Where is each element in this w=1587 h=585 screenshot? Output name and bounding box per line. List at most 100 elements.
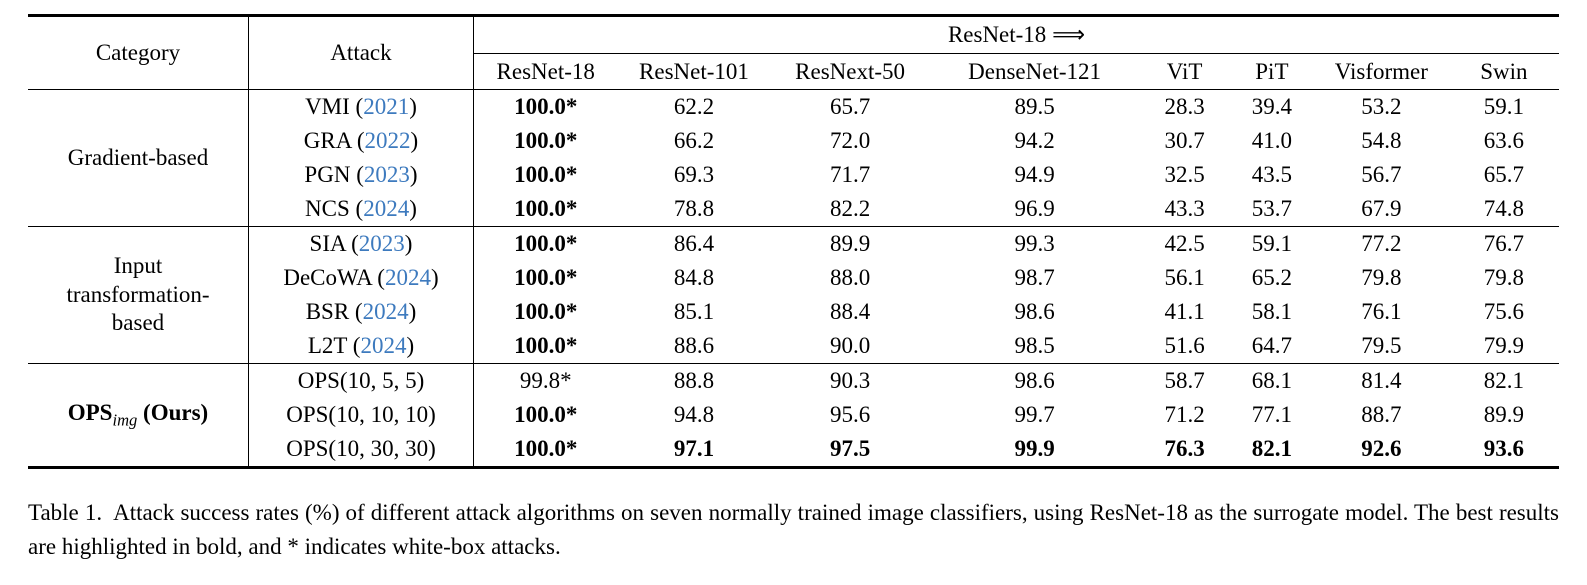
attack-cell: OPS(10, 10, 10) bbox=[248, 398, 475, 432]
value-cell: 76.7 bbox=[1448, 226, 1559, 261]
value-cell: 72.0 bbox=[829, 127, 871, 153]
citation-year-link[interactable]: 2023 bbox=[363, 161, 410, 187]
value-cell: 28.3 bbox=[1139, 89, 1230, 124]
value-cell: 94.2 bbox=[1014, 127, 1055, 153]
value-cell: 99.9 bbox=[1014, 435, 1055, 461]
value-cell: 41.0 bbox=[1251, 127, 1292, 153]
category-cell: Gradient-based bbox=[28, 89, 249, 227]
value-cell: 68.1 bbox=[1229, 363, 1314, 398]
value-cell: 79.5 bbox=[1361, 332, 1402, 358]
value-cell: 100.0* bbox=[514, 298, 578, 324]
table-caption: Table 1. Attack success rates (%) of diff… bbox=[28, 496, 1559, 564]
category-ours-subscript: img bbox=[112, 410, 138, 430]
table-row: NCS (2024) 100.0* 78.8 82.2 96.9 43.3 53.7 67.9… bbox=[28, 192, 1559, 227]
long-right-arrow-icon: ⟹ bbox=[1052, 22, 1086, 48]
value-cell: 59.1 bbox=[1229, 226, 1314, 261]
value-cell: 39.4 bbox=[1229, 89, 1314, 124]
value-cell: 59.1 bbox=[1448, 89, 1559, 124]
value-cell: 96.9 bbox=[1014, 195, 1055, 221]
value-cell: 79.8 bbox=[1483, 264, 1524, 290]
citation-year-link[interactable]: 2021 bbox=[363, 93, 410, 119]
value-cell: 82.1 bbox=[1251, 435, 1292, 461]
value-cell: 88.8 bbox=[617, 363, 771, 398]
table-row: Input transformation-based SIA (2023) 100.0… bbox=[28, 226, 1559, 364]
value-cell: 69.3 bbox=[673, 161, 715, 187]
value-cell: 65.7 bbox=[770, 89, 930, 124]
value-cell: 100.0* bbox=[514, 401, 578, 427]
value-cell: 43.5 bbox=[1251, 161, 1292, 187]
value-cell: 90.0 bbox=[829, 332, 871, 358]
header-row-surrogate: Category Attack ResNet-18 ⟹ bbox=[28, 15, 1559, 90]
value-cell: 88.0 bbox=[829, 264, 871, 290]
value-cell: 100.0* bbox=[514, 195, 578, 221]
value-cell: 75.6 bbox=[1483, 298, 1524, 324]
value-cell: 56.7 bbox=[1361, 161, 1402, 187]
value-cell: 100.0* bbox=[514, 127, 578, 153]
value-cell: 81.4 bbox=[1313, 363, 1449, 398]
value-cell: 100.0* bbox=[514, 264, 578, 290]
attack-cell: SIA (2023) bbox=[248, 226, 475, 261]
value-cell: 54.8 bbox=[1361, 127, 1402, 153]
value-cell: 65.2 bbox=[1251, 264, 1292, 290]
attack-cell: GRA (2022) bbox=[248, 124, 475, 158]
table-row: OPS(10, 30, 30) 100.0* 97.1 97.5 99.9 76.3 82.… bbox=[28, 432, 1559, 468]
value-cell: 98.7 bbox=[1014, 264, 1055, 290]
value-cell: 76.3 bbox=[1164, 435, 1205, 461]
value-cell: 84.8 bbox=[673, 264, 715, 290]
attack-cell: DeCoWA (2024) bbox=[248, 261, 475, 295]
surrogate-model-label: ResNet-18 bbox=[947, 22, 1047, 47]
citation-year-link[interactable]: 2024 bbox=[363, 195, 410, 221]
value-cell: 51.6 bbox=[1164, 332, 1205, 358]
citation-year-link[interactable]: 2024 bbox=[384, 264, 431, 290]
value-cell: 53.7 bbox=[1251, 195, 1292, 221]
table-row: DeCoWA (2024) 100.0* 84.8 88.0 98.7 56.1 65.2 7… bbox=[28, 261, 1559, 295]
header-model-pit: PiT bbox=[1229, 53, 1314, 90]
value-cell: 53.2 bbox=[1313, 89, 1449, 124]
value-cell: 85.1 bbox=[673, 298, 715, 324]
value-cell: 32.5 bbox=[1164, 161, 1205, 187]
header-attack: Attack bbox=[248, 15, 475, 90]
caption-text: Attack success rates (%) of different at… bbox=[28, 500, 1559, 559]
table-body: Gradient-based VMI (2021) 100.0* 62.2 65.7 89… bbox=[28, 89, 1559, 468]
results-table: Category Attack ResNet-18 ⟹ ResNet-18 Res… bbox=[28, 14, 1559, 469]
citation-year-link[interactable]: 2023 bbox=[358, 230, 405, 256]
value-cell: 79.9 bbox=[1483, 332, 1524, 358]
value-cell: 100.0* bbox=[473, 226, 618, 261]
value-cell: 99.3 bbox=[929, 226, 1140, 261]
value-cell: 67.9 bbox=[1361, 195, 1402, 221]
value-cell: 95.6 bbox=[829, 401, 871, 427]
table-row: OPS(10, 10, 10) 100.0* 94.8 95.6 99.7 71.2 77.… bbox=[28, 398, 1559, 432]
value-cell: 99.7 bbox=[1014, 401, 1055, 427]
value-cell: 43.3 bbox=[1164, 195, 1205, 221]
category-cell: OPSimg (Ours) bbox=[28, 363, 249, 468]
value-cell: 58.1 bbox=[1251, 298, 1292, 324]
citation-year-link[interactable]: 2024 bbox=[362, 298, 409, 324]
category-ours-suffix: (Ours) bbox=[137, 399, 209, 425]
header-model-visformer: Visformer bbox=[1313, 53, 1449, 90]
attack-cell: L2T (2024) bbox=[248, 329, 475, 364]
value-cell: 98.6 bbox=[929, 363, 1140, 398]
attack-cell: OPS(10, 5, 5) bbox=[248, 363, 475, 398]
value-cell: 56.1 bbox=[1164, 264, 1205, 290]
value-cell: 94.9 bbox=[1014, 161, 1055, 187]
value-cell: 30.7 bbox=[1164, 127, 1205, 153]
value-cell: 98.6 bbox=[1014, 298, 1055, 324]
value-cell: 89.5 bbox=[929, 89, 1140, 124]
citation-year-link[interactable]: 2024 bbox=[360, 332, 407, 358]
table-row: GRA (2022) 100.0* 66.2 72.0 94.2 30.7 41.0 54.8… bbox=[28, 124, 1559, 158]
category-cell: Input transformation-based bbox=[28, 226, 249, 364]
value-cell: 94.8 bbox=[673, 401, 715, 427]
header-category: Category bbox=[28, 15, 249, 90]
value-cell: 89.9 bbox=[1483, 401, 1524, 427]
value-cell: 65.7 bbox=[1483, 161, 1524, 187]
value-cell: 82.2 bbox=[829, 195, 871, 221]
citation-year-link[interactable]: 2022 bbox=[364, 127, 411, 153]
value-cell: 88.7 bbox=[1361, 401, 1402, 427]
value-cell: 93.6 bbox=[1483, 435, 1524, 461]
value-cell: 99.8* bbox=[473, 363, 618, 398]
attack-cell: NCS (2024) bbox=[248, 192, 475, 227]
attack-cell: VMI (2021) bbox=[248, 89, 475, 124]
table-header: Category Attack ResNet-18 ⟹ ResNet-18 Res… bbox=[28, 15, 1559, 90]
value-cell: 71.7 bbox=[829, 161, 871, 187]
